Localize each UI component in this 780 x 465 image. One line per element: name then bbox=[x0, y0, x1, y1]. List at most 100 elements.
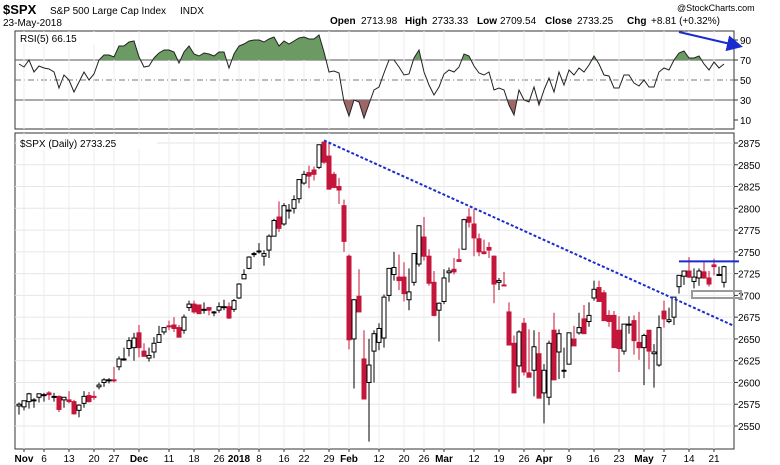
price-tick-label: 2600 bbox=[738, 378, 761, 389]
rsi-overbought-area bbox=[461, 54, 471, 60]
candle-body bbox=[656, 327, 662, 366]
candle bbox=[486, 242, 492, 258]
open-value: 2713.98 bbox=[361, 16, 398, 27]
price-tick-label: 2650 bbox=[738, 335, 761, 346]
candle bbox=[426, 249, 432, 286]
candle bbox=[441, 269, 447, 305]
candle bbox=[216, 302, 222, 313]
candle bbox=[516, 330, 522, 388]
candle-body bbox=[136, 332, 142, 349]
candle bbox=[116, 356, 122, 371]
candle bbox=[626, 316, 632, 334]
candle bbox=[286, 203, 292, 219]
candle-body bbox=[296, 179, 302, 200]
x-tick-label: 18 bbox=[188, 454, 200, 465]
candle-body bbox=[261, 253, 267, 257]
x-tick-label: 12 bbox=[468, 454, 480, 465]
candle-body bbox=[426, 255, 432, 284]
candle-body bbox=[481, 251, 487, 255]
candle bbox=[131, 332, 137, 361]
rsi-label: RSI(5) 66.15 bbox=[20, 34, 77, 45]
candle bbox=[581, 304, 587, 335]
x-tick-label: 19 bbox=[493, 454, 505, 465]
candle bbox=[496, 277, 502, 291]
price-tick-label: 2800 bbox=[738, 204, 761, 215]
candle-body bbox=[111, 379, 117, 382]
x-tick-label: Feb bbox=[340, 454, 358, 465]
candle bbox=[431, 271, 437, 317]
candle-body bbox=[686, 270, 692, 278]
candle bbox=[221, 299, 227, 311]
candle bbox=[541, 364, 547, 424]
candle bbox=[481, 239, 487, 255]
candle bbox=[211, 311, 217, 317]
x-tick-label: 6 bbox=[41, 454, 47, 465]
candle-body bbox=[316, 144, 322, 168]
candle-body bbox=[411, 253, 417, 283]
candle bbox=[176, 324, 182, 338]
x-tick-label: 29 bbox=[323, 454, 335, 465]
candle bbox=[61, 396, 67, 408]
candle-body bbox=[416, 225, 422, 265]
candle-body bbox=[396, 276, 402, 282]
candle-body bbox=[486, 246, 492, 251]
candle bbox=[46, 391, 52, 400]
candle-body bbox=[631, 320, 637, 342]
candle bbox=[476, 233, 482, 257]
candle bbox=[56, 395, 62, 413]
x-tick-label: May bbox=[634, 454, 654, 465]
candle bbox=[206, 307, 212, 316]
candle bbox=[326, 142, 332, 190]
candle bbox=[396, 254, 402, 291]
candle-body bbox=[471, 223, 477, 239]
candle-body bbox=[206, 307, 212, 311]
x-tick-label: 14 bbox=[683, 454, 695, 465]
candle-body bbox=[366, 364, 372, 383]
x-tick-label: 27 bbox=[108, 454, 120, 465]
candle-body bbox=[711, 264, 717, 268]
watermark: @StockCharts.com bbox=[677, 3, 755, 13]
close-label: Close bbox=[545, 16, 573, 27]
candle-body bbox=[226, 306, 232, 319]
candle-body bbox=[586, 314, 592, 323]
candle-body bbox=[611, 314, 617, 349]
candle-body bbox=[56, 395, 62, 410]
candle-body bbox=[126, 340, 132, 350]
rsi-oversold-area bbox=[354, 100, 371, 118]
candle bbox=[556, 329, 562, 379]
header-date: 23-May-2018 bbox=[3, 18, 62, 29]
candle bbox=[356, 269, 362, 313]
candle-body bbox=[186, 303, 192, 309]
candle-body bbox=[431, 281, 437, 316]
candle-body bbox=[381, 296, 387, 339]
candle bbox=[26, 392, 32, 409]
candle-body bbox=[116, 358, 122, 368]
candle-body bbox=[31, 399, 37, 402]
candle-body bbox=[86, 395, 92, 403]
candle-body bbox=[551, 329, 557, 381]
candle bbox=[36, 393, 42, 403]
candle bbox=[666, 307, 672, 324]
candle bbox=[81, 391, 87, 408]
candle bbox=[391, 251, 397, 281]
price-tick-label: 2725 bbox=[738, 270, 761, 281]
candle-body bbox=[401, 276, 407, 295]
x-tick-label: 21 bbox=[708, 454, 720, 465]
candle bbox=[236, 283, 242, 299]
rsi-tick-label: 10 bbox=[740, 116, 752, 127]
x-tick-label: 12 bbox=[373, 454, 385, 465]
candle bbox=[611, 311, 617, 349]
rsi-oversold-area bbox=[343, 100, 354, 116]
candle bbox=[96, 382, 102, 390]
candle bbox=[306, 165, 312, 189]
candle-body bbox=[181, 316, 187, 331]
candle bbox=[251, 251, 257, 258]
candle bbox=[231, 298, 237, 312]
candle bbox=[386, 267, 392, 302]
candle-body bbox=[21, 400, 27, 408]
candle-body bbox=[386, 267, 392, 296]
chg-value: +8.81 (+0.32%) bbox=[651, 16, 720, 27]
candle-body bbox=[466, 216, 472, 223]
rsi-tick-label: 50 bbox=[740, 76, 752, 87]
